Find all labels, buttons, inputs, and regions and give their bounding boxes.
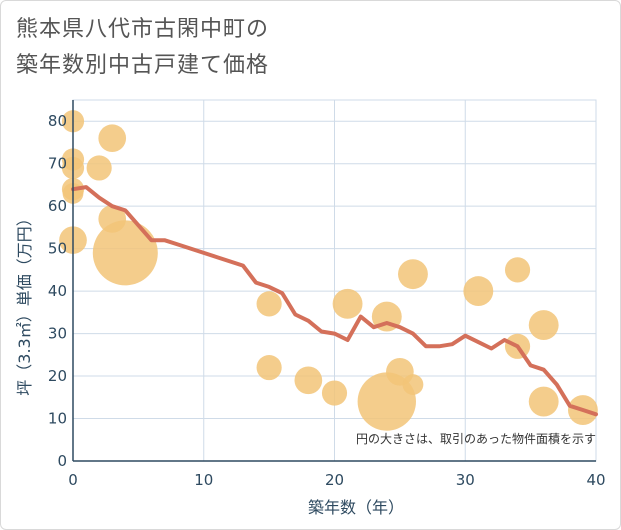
bubble <box>321 380 348 406</box>
trend-line <box>71 185 598 417</box>
bubble <box>402 374 424 395</box>
bubble <box>294 366 323 395</box>
y-tick-label: 20 <box>48 367 67 385</box>
bubble <box>528 310 559 341</box>
bubble <box>398 259 428 290</box>
y-tick-label: 40 <box>48 282 67 300</box>
y-tick-label: 70 <box>48 155 67 173</box>
x-tick-label: 10 <box>194 471 213 489</box>
bubble <box>86 155 112 181</box>
bubble <box>92 220 158 286</box>
y-tick-label: 0 <box>57 452 67 470</box>
bubble <box>256 354 282 381</box>
tick-labels: 0 10 20 30 40 0 10 20 30 40 50 60 70 80 <box>48 112 606 489</box>
chart-title: 熊本県八代市古閑中町の 築年数別中古戸建て価格 <box>16 12 269 84</box>
bubble <box>357 372 416 431</box>
bubble <box>256 291 282 317</box>
bubble <box>528 386 559 417</box>
y-tick-label: 10 <box>48 410 67 428</box>
y-tick-label: 30 <box>48 325 67 343</box>
x-axis-label: 築年数（年） <box>308 498 404 517</box>
bubbles <box>59 110 598 431</box>
x-tick-label: 0 <box>68 471 78 489</box>
x-tick-label: 20 <box>325 471 344 489</box>
bubble <box>504 257 531 283</box>
y-tick-label: 80 <box>48 112 67 130</box>
bubble <box>332 288 363 319</box>
size-note: 円の大きさは、取引のあった物件面積を示す <box>356 431 596 446</box>
bubble <box>98 124 127 153</box>
trend-line-group <box>71 185 598 417</box>
y-axis-label: 坪（3.3㎡）単価（万円） <box>15 210 34 395</box>
chart-title-line-2: 築年数別中古戸建て価格 <box>16 53 270 78</box>
x-tick-label: 30 <box>456 471 475 489</box>
y-tick-label: 60 <box>48 197 67 215</box>
axes <box>72 100 596 462</box>
chart-title-line-1: 熊本県八代市古閑中町の <box>16 17 270 42</box>
bubble <box>463 276 494 307</box>
x-tick-label: 40 <box>586 471 605 489</box>
y-tick-label: 50 <box>48 240 67 258</box>
